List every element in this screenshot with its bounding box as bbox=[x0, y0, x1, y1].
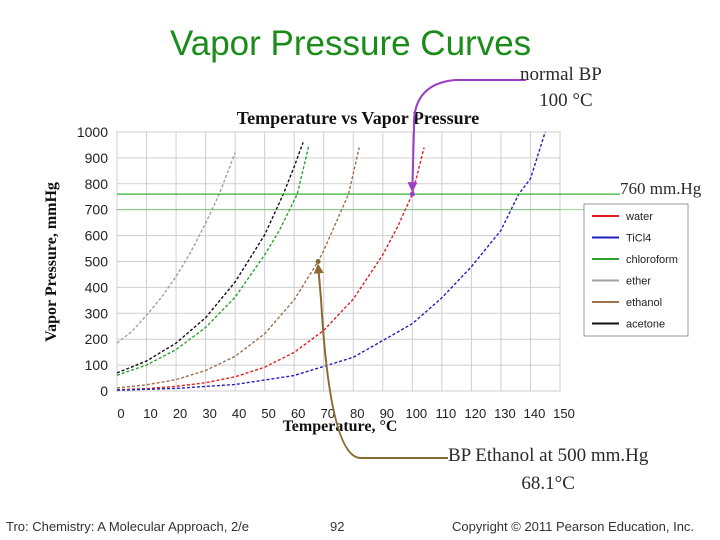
y-tick-label: 100 bbox=[85, 357, 109, 373]
legend: water TiCl4 chloroform ether ethanol acetone bbox=[583, 203, 689, 337]
y-tick-label: 1000 bbox=[77, 124, 108, 140]
ethanol-bp-point bbox=[315, 259, 321, 264]
normal-bp-value: 100 °C bbox=[539, 90, 593, 111]
ethanol-bp-label: BP Ethanol at 500 mm.Hg bbox=[448, 445, 649, 466]
footer-page-number: 92 bbox=[330, 519, 345, 534]
series-line-acetone bbox=[116, 142, 304, 374]
x-tick-label: 60 bbox=[291, 406, 305, 421]
x-tick-label: 20 bbox=[173, 406, 187, 421]
footer-copyright: Copyright © 2011 Pearson Education, Inc. bbox=[452, 519, 695, 534]
x-tick-label: 130 bbox=[494, 406, 516, 421]
legend-label-ticl4: TiCl4 bbox=[626, 233, 651, 245]
y-tick-label: 400 bbox=[85, 279, 109, 295]
series-line-chloroform bbox=[116, 144, 310, 376]
x-tick-label: 70 bbox=[320, 406, 334, 421]
x-tick-label: 100 bbox=[405, 406, 427, 421]
x-tick-label: 150 bbox=[553, 406, 575, 421]
x-tick-label: 10 bbox=[143, 406, 157, 421]
pressure-line-annotation: 760 mm.Hg bbox=[620, 179, 702, 198]
series-lines bbox=[116, 131, 546, 391]
x-tick-label: 110 bbox=[435, 406, 456, 421]
x-tick-label: 0 bbox=[117, 406, 124, 421]
y-tick-label: 700 bbox=[85, 202, 109, 218]
series-line-water bbox=[116, 147, 425, 391]
y-tick-label: 600 bbox=[85, 228, 109, 244]
annotation-arrows bbox=[313, 79, 526, 459]
series-line-ethanol bbox=[116, 147, 360, 389]
x-tick-label: 30 bbox=[202, 406, 216, 421]
chart-title: Temperature vs Vapor Pressure bbox=[237, 108, 480, 128]
x-tick-label: 50 bbox=[261, 406, 275, 421]
slide-title: Vapor Pressure Curves bbox=[170, 24, 532, 63]
y-tick-label: 900 bbox=[85, 150, 109, 166]
normal-bp-arrow bbox=[407, 79, 526, 193]
footer-book-title: Tro: Chemistry: A Molecular Approach, 2/… bbox=[6, 519, 250, 534]
series-line-ether bbox=[116, 152, 236, 344]
ethanol-bp-arrow bbox=[313, 263, 448, 459]
normal-bp-label: normal BP bbox=[520, 64, 602, 85]
y-tick-label: 500 bbox=[85, 254, 109, 270]
legend-label-acetone: acetone bbox=[626, 319, 665, 331]
y-tick-label: 0 bbox=[100, 383, 108, 399]
tick-labels: 0 10 20 30 40 50 60 70 80 90 100 110 120 130 140 150 0 10… bbox=[77, 124, 575, 421]
normal-bp-annotation: normal BP 100 °C bbox=[520, 62, 602, 114]
y-tick-label: 300 bbox=[85, 305, 109, 321]
legend-label-ethanol: ethanol bbox=[626, 297, 662, 309]
y-tick-label: 800 bbox=[85, 176, 109, 192]
legend-label-water: water bbox=[625, 211, 653, 223]
legend-box bbox=[583, 203, 689, 337]
x-tick-label: 120 bbox=[465, 406, 487, 421]
y-tick-label: 200 bbox=[85, 331, 109, 347]
ethanol-bp-value: 68.1°C bbox=[521, 473, 575, 494]
reference-line bbox=[117, 193, 620, 211]
y-axis-label: Vapor Pressure, mmHg bbox=[43, 182, 60, 342]
legend-label-chloroform: chloroform bbox=[626, 254, 678, 266]
x-tick-label: 80 bbox=[350, 406, 364, 421]
x-tick-label: 140 bbox=[524, 406, 546, 421]
series-line-ticl4 bbox=[116, 131, 546, 391]
legend-label-ether: ether bbox=[626, 276, 651, 288]
x-tick-label: 40 bbox=[232, 406, 246, 421]
ethanol-bp-annotation: BP Ethanol at 500 mm.Hg 68.1°C bbox=[448, 442, 648, 498]
normal-bp-point bbox=[409, 191, 415, 197]
x-tick-label: 90 bbox=[380, 406, 394, 421]
x-axis-label: Temperature, °C bbox=[283, 418, 398, 435]
